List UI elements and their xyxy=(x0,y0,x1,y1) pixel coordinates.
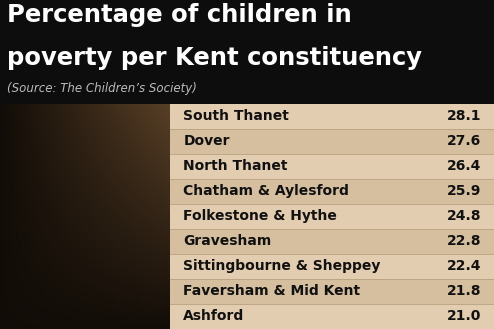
Text: 28.1: 28.1 xyxy=(447,109,481,123)
Text: Percentage of children in: Percentage of children in xyxy=(7,3,352,27)
Text: 24.8: 24.8 xyxy=(447,209,481,223)
Text: 26.4: 26.4 xyxy=(447,159,481,173)
Text: 21.0: 21.0 xyxy=(447,310,481,323)
Bar xyxy=(170,279,494,304)
Text: 22.4: 22.4 xyxy=(447,259,481,273)
Bar xyxy=(170,104,494,129)
Bar xyxy=(170,129,494,154)
Text: Faversham & Mid Kent: Faversham & Mid Kent xyxy=(183,285,361,298)
Text: poverty per Kent constituency: poverty per Kent constituency xyxy=(7,46,422,70)
Text: Folkestone & Hythe: Folkestone & Hythe xyxy=(183,209,337,223)
Text: North Thanet: North Thanet xyxy=(183,159,288,173)
Text: Gravesham: Gravesham xyxy=(183,234,272,248)
Bar xyxy=(170,204,494,229)
Text: 22.8: 22.8 xyxy=(447,234,481,248)
Text: 21.8: 21.8 xyxy=(447,285,481,298)
Text: Dover: Dover xyxy=(183,134,230,148)
Text: South Thanet: South Thanet xyxy=(183,109,289,123)
Bar xyxy=(170,154,494,179)
Text: Ashford: Ashford xyxy=(183,310,245,323)
Text: Sittingbourne & Sheppey: Sittingbourne & Sheppey xyxy=(183,259,381,273)
Text: 27.6: 27.6 xyxy=(447,134,481,148)
Text: Chatham & Aylesford: Chatham & Aylesford xyxy=(183,184,349,198)
Bar xyxy=(170,304,494,329)
Bar xyxy=(170,229,494,254)
Text: 25.9: 25.9 xyxy=(447,184,481,198)
Bar xyxy=(170,179,494,204)
Bar xyxy=(170,254,494,279)
Text: (Source: The Children’s Society): (Source: The Children’s Society) xyxy=(7,82,197,95)
